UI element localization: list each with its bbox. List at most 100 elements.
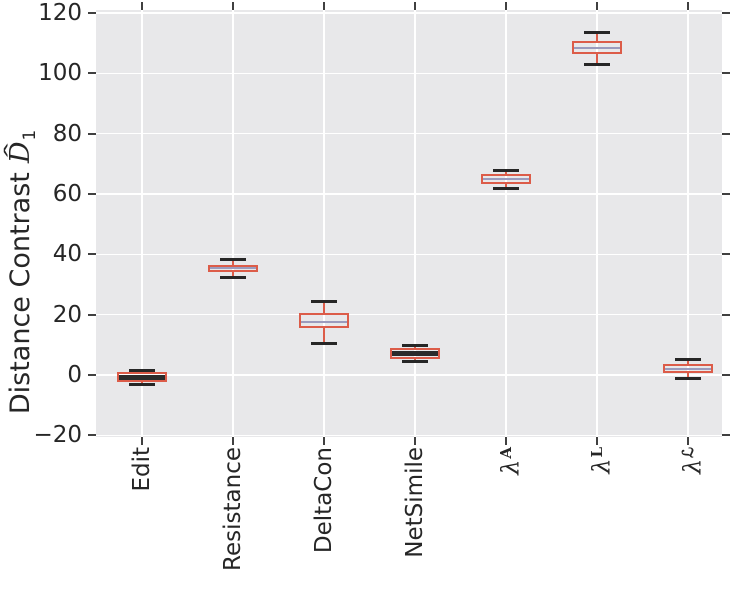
box-iqr [663,364,713,373]
gridline-horizontal [96,12,722,14]
lambda-symbol: λ [678,458,707,475]
whisker-upper [323,301,325,314]
whisker-lower [596,54,598,65]
whisker-cap-upper [675,357,701,361]
whisker-lower [687,372,689,378]
box-iqr [299,313,349,328]
x-axis-tick-bottom [505,437,507,445]
gridline-vertical [596,10,598,437]
y-tick-label: 120 [38,0,82,26]
whisker-cap-lower [493,186,519,190]
x-axis-tick-bottom [232,437,234,445]
y-tick-label: 40 [52,241,82,268]
lambda-superscript: L [588,447,606,458]
y-axis-tick-left [88,253,96,256]
x-tick-label: λℒ [675,447,707,474]
lambda-symbol: λ [496,459,525,475]
whisker-lower [505,184,507,189]
box-iqr [481,174,531,185]
box-iqr [117,372,167,382]
box-median [210,267,256,270]
whisker-lower [323,327,325,343]
y-axis-tick-right [722,313,730,316]
x-axis-tick-top [323,2,325,10]
gridline-vertical [414,10,416,437]
whisker-lower [232,272,234,277]
gridline-vertical [141,10,143,437]
box-median [392,350,438,356]
y-axis-tick-right [722,193,730,195]
whisker-cap-upper [402,344,428,348]
lambda-superscript: ℒ [679,447,697,458]
whisker-cap-lower [220,275,246,279]
x-tick-label: Resistance [220,447,246,571]
box-median [483,178,529,181]
box-median [665,368,711,370]
gridline-horizontal [96,193,722,195]
y-axis-tick-right [722,434,730,437]
box-median [301,321,347,324]
whisker-cap-lower [311,341,337,345]
whisker-upper [232,259,234,266]
x-axis-tick-top [141,2,143,10]
whisker-upper [687,359,689,365]
whisker-cap-upper [584,30,610,34]
x-axis-tick-top [596,2,598,10]
gridline-horizontal [96,132,722,135]
x-axis-tick-bottom [323,437,325,445]
x-axis-tick-bottom [596,437,598,445]
x-axis-tick-bottom [141,437,143,445]
whisker-cap-lower [402,359,428,363]
lambda-symbol: λ [587,458,616,474]
y-axis-tick-right [722,374,730,376]
gridline-vertical [505,10,507,437]
x-tick-label: λL [584,447,616,474]
y-axis-tick-right [722,253,730,256]
y-axis-tick-right [722,72,730,75]
x-axis-tick-top [505,2,507,10]
gridline-horizontal [96,374,722,376]
whisker-upper [596,32,598,42]
y-axis-tick-left [88,313,96,316]
whisker-cap-upper [129,369,155,372]
y-tick-label: 60 [52,181,82,207]
y-axis-tick-left [88,72,96,75]
x-axis-tick-bottom [687,437,689,445]
y-axis-tick-right [722,12,730,14]
y-tick-label: 80 [52,120,82,147]
x-axis-tick-bottom [414,437,416,445]
plot-area [96,10,722,437]
x-axis-tick-top [687,2,689,10]
y-axis-tick-left [88,193,96,195]
whisker-cap-lower [129,382,155,386]
gridline-horizontal [96,253,722,256]
x-tick-label: Edit [129,447,155,492]
y-tick-label: 100 [38,60,82,87]
x-tick-label: λA [493,447,525,475]
y-axis-tick-left [88,434,96,437]
gridline-vertical [687,10,689,437]
whisker-cap-upper [220,257,246,261]
y-tick-label: 0 [67,362,82,388]
y-axis-tick-left [88,132,96,135]
y-tick-label: 20 [52,301,82,328]
gridline-vertical [323,10,325,437]
box-iqr [572,41,622,55]
box-iqr [390,347,440,359]
box-median [574,47,620,50]
lambda-superscript: A [497,447,515,459]
gridline-horizontal [96,72,722,75]
x-tick-label: DeltaCon [311,447,337,554]
gridline-horizontal [96,434,722,437]
whisker-cap-upper [493,168,519,172]
y-tick-label: −20 [33,422,82,449]
whisker-cap-lower [675,376,701,380]
y-axis-tick-right [722,132,730,135]
whisker-cap-lower [584,62,610,66]
box-iqr [208,265,258,273]
gridline-horizontal [96,313,722,316]
y-axis-tick-left [88,374,96,376]
whisker-cap-upper [311,299,337,303]
x-axis-tick-top [414,2,416,10]
